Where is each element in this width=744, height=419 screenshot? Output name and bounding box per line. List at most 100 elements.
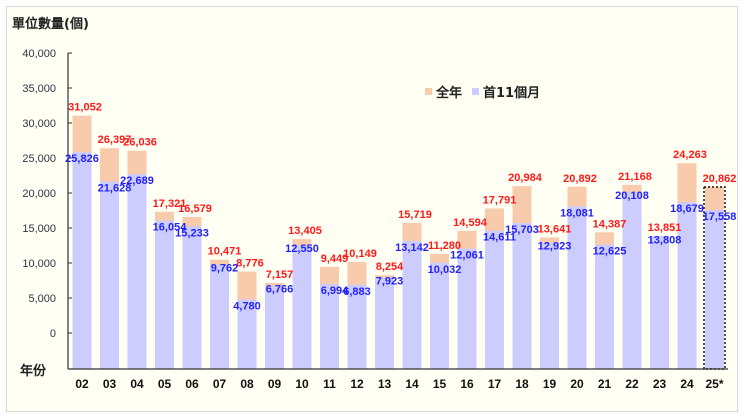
bar-first-11-months <box>402 241 422 369</box>
x-tick-label: 19 <box>543 377 557 391</box>
x-tick-label: 13 <box>378 377 392 391</box>
data-label-first-11-months: 9,762 <box>211 263 239 275</box>
data-label-first-11-months: 17,558 <box>703 211 737 223</box>
data-label-first-11-months: 25,826 <box>65 153 99 165</box>
x-tick-label: 03 <box>103 377 117 391</box>
data-label-full-year: 24,263 <box>673 149 707 161</box>
legend-label-first-11-months: 首11個月 <box>483 86 541 101</box>
bar-first-11-months <box>210 264 229 369</box>
bar-first-11-months <box>567 206 587 369</box>
data-label-first-11-months: 6,883 <box>343 286 371 298</box>
x-tick-label: 23 <box>653 377 667 391</box>
y-axis-title: 單位數量(個) <box>12 17 89 32</box>
x-tick-label: 06 <box>185 377 199 391</box>
data-label-full-year: 20,862 <box>703 173 737 185</box>
data-label-full-year: 11,280 <box>428 240 461 252</box>
data-label-first-11-months: 15,233 <box>175 227 209 239</box>
data-label-first-11-months: 14,611 <box>483 232 516 244</box>
data-label-first-11-months: 21,628 <box>98 183 132 195</box>
data-label-first-11-months: 12,061 <box>450 250 484 262</box>
y-tick-label: 5,000 <box>28 293 56 305</box>
data-label-full-year: 8,254 <box>376 261 404 273</box>
data-label-full-year: 13,851 <box>648 222 682 234</box>
bar-first-11-months <box>265 285 284 369</box>
data-label-full-year: 14,387 <box>593 218 627 230</box>
data-label-full-year: 26,036 <box>123 137 157 149</box>
bar-first-11-months <box>457 248 477 369</box>
bar-first-11-months <box>540 242 559 369</box>
legend: 全年 首11個月 <box>425 82 540 101</box>
x-tick-label: 21 <box>598 377 612 391</box>
data-label-full-year: 14,594 <box>453 217 488 229</box>
x-tick-label: 02 <box>75 377 89 391</box>
bar-first-11-months <box>485 230 504 369</box>
bar-first-11-months <box>705 210 724 369</box>
data-label-first-11-months: 12,923 <box>538 241 572 253</box>
data-label-first-11-months: 4,780 <box>233 301 261 313</box>
x-tick-label: 14 <box>405 377 419 391</box>
x-tick-label: 25* <box>705 377 723 391</box>
x-tick-label: 15 <box>433 377 447 391</box>
data-label-first-11-months: 12,625 <box>593 246 627 258</box>
y-tick-label: 35,000 <box>22 83 56 95</box>
bar-first-11-months <box>320 284 339 369</box>
data-label-full-year: 17,321 <box>153 198 187 210</box>
data-label-full-year: 16,579 <box>178 203 212 215</box>
x-tick-label: 10 <box>295 377 309 391</box>
bar-first-11-months <box>430 262 449 369</box>
data-label-first-11-months: 7,923 <box>376 276 404 288</box>
data-label-first-11-months: 20,108 <box>615 190 649 202</box>
x-tick-label: 18 <box>515 377 529 391</box>
x-axis-title: 年份 <box>20 364 47 379</box>
bar-first-11-months <box>72 152 92 369</box>
bar-first-11-months <box>650 236 669 369</box>
data-label-full-year: 26,397 <box>98 134 132 146</box>
x-tick-label: 11 <box>323 377 336 391</box>
data-label-full-year: 21,168 <box>618 171 652 183</box>
y-tick-label: 10,000 <box>22 258 56 270</box>
x-tick-label: 09 <box>268 377 282 391</box>
legend-label-full-year: 全年 <box>436 86 463 101</box>
data-label-full-year: 10,149 <box>343 248 377 260</box>
bar-first-11-months <box>622 192 642 369</box>
x-tick-label: 05 <box>158 377 172 391</box>
bar-first-11-months <box>595 244 614 369</box>
data-label-full-year: 31,052 <box>68 102 102 114</box>
data-label-first-11-months: 6,994 <box>321 285 349 297</box>
data-label-first-11-months: 10,032 <box>428 264 462 276</box>
data-label-first-11-months: 13,142 <box>395 242 429 254</box>
y-tick-label: 25,000 <box>22 153 56 165</box>
data-label-full-year: 15,719 <box>398 209 432 221</box>
bar-first-11-months <box>182 226 202 369</box>
y-tick-label: 30,000 <box>22 118 56 130</box>
data-label-full-year: 7,157 <box>266 269 294 281</box>
y-tick-label: 20,000 <box>22 188 56 200</box>
x-tick-label: 22 <box>625 377 639 391</box>
data-label-first-11-months: 15,703 <box>505 224 539 236</box>
x-tick-label: 12 <box>350 377 364 391</box>
y-tick-label: 15,000 <box>22 223 56 235</box>
x-tick-label: 16 <box>460 377 474 391</box>
legend-swatch-full-year <box>425 88 432 95</box>
bar-first-11-months <box>155 220 174 369</box>
data-label-full-year: 13,405 <box>288 225 322 237</box>
legend-swatch-first-11-months <box>472 88 480 95</box>
data-label-full-year: 13,641 <box>538 224 572 236</box>
y-tick-label: 0 <box>50 328 56 340</box>
data-label-full-year: 8,776 <box>236 258 264 270</box>
bar-first-11-months <box>347 284 367 369</box>
data-label-first-11-months: 12,550 <box>285 243 319 255</box>
data-label-full-year: 17,791 <box>483 194 517 206</box>
data-label-full-year: 9,449 <box>321 253 349 265</box>
bar-first-11-months <box>512 223 532 369</box>
data-label-full-year: 20,892 <box>563 173 597 185</box>
x-tick-label: 17 <box>488 377 502 391</box>
x-tick-label: 20 <box>570 377 584 391</box>
data-label-first-11-months: 6,766 <box>266 284 294 296</box>
x-tick-label: 07 <box>213 377 227 391</box>
data-label-first-11-months: 18,679 <box>670 203 704 215</box>
bar-first-11-months <box>100 181 119 369</box>
data-label-full-year: 10,471 <box>208 246 242 258</box>
x-tick-label: 24 <box>680 377 694 391</box>
